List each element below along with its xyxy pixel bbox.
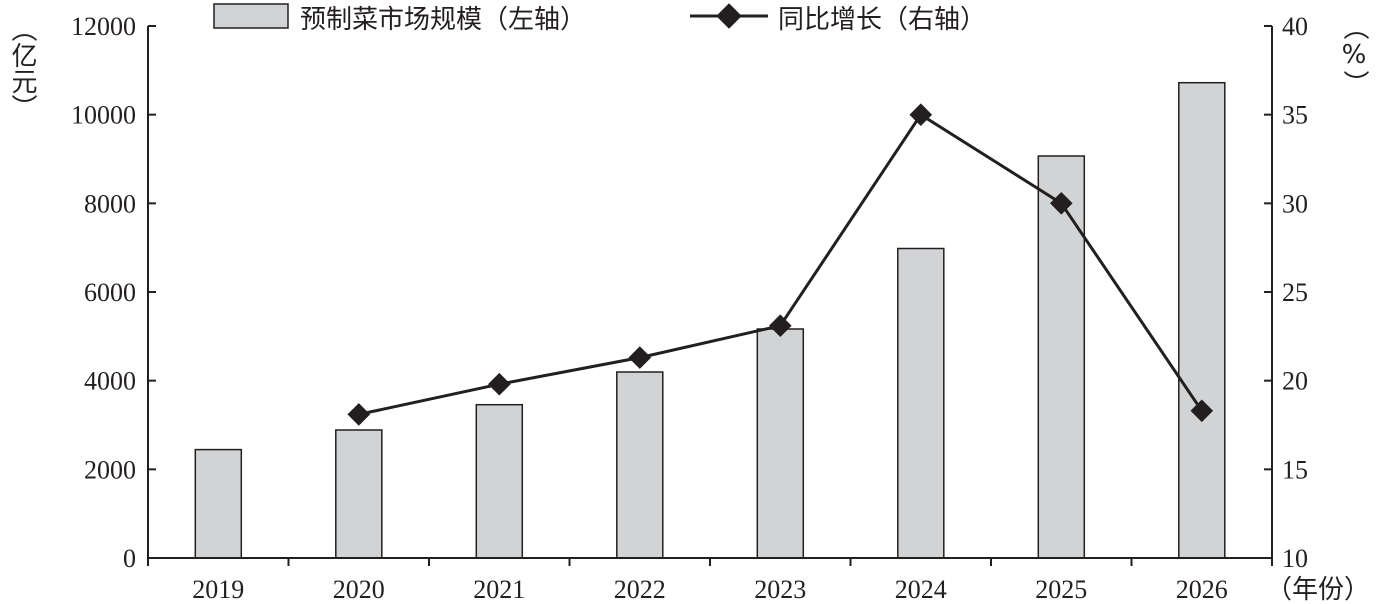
line-layer: [347, 103, 1214, 426]
axes-layer: [147, 26, 1273, 559]
labels-layer: （亿元） （%） （年份）: [7, 14, 1370, 604]
y-right-tick-label: 10: [1282, 544, 1308, 573]
y-right-tick-label: 40: [1282, 12, 1308, 41]
legend-line-marker: [716, 3, 742, 29]
x-tick-label: 2022: [614, 575, 666, 604]
x-tick-label: 2026: [1176, 575, 1228, 604]
bar: [475, 403, 524, 559]
legend-bar-label: 预制菜市场规模（左轴）: [300, 5, 586, 35]
y-left-tick-label: 8000: [84, 189, 136, 218]
y-right-tick-label: 25: [1282, 278, 1308, 307]
growth-point: [628, 346, 652, 369]
bars-layer: [194, 81, 1226, 559]
y-left-axis-label: （亿元）: [7, 16, 37, 120]
y-right-axis-label: （%）: [1339, 14, 1369, 96]
growth-point: [487, 372, 511, 396]
legend-line-label: 同比增长（右轴）: [778, 5, 986, 35]
y-left-tick-label: 12000: [71, 12, 136, 41]
growth-point: [909, 103, 933, 127]
legend-bar-swatch: [213, 3, 289, 29]
ticks-layer: 0200040006000800010000120001015202530354…: [71, 12, 1308, 604]
bar: [194, 448, 243, 559]
x-tick-label: 2023: [754, 575, 806, 604]
y-left-tick-label: 2000: [84, 455, 136, 484]
y-left-tick-label: 10000: [71, 101, 136, 130]
x-tick-label: 2021: [473, 575, 525, 604]
bar: [616, 371, 664, 559]
bar: [335, 429, 383, 559]
x-tick-label: 2025: [1035, 575, 1087, 604]
y-left-tick-label: 6000: [84, 278, 136, 307]
y-left-tick-label: 4000: [84, 367, 136, 396]
bar: [756, 328, 805, 559]
x-tick-label: 2024: [895, 575, 947, 604]
growth-point: [768, 314, 792, 338]
bar: [897, 247, 945, 559]
bar: [1178, 81, 1226, 559]
x-tick-label: 2019: [192, 575, 244, 604]
legend: 预制菜市场规模（左轴） 同比增长（右轴）: [213, 3, 986, 35]
x-unit-label: （年份）: [1266, 575, 1370, 604]
y-right-tick-label: 15: [1282, 455, 1308, 484]
growth-point: [347, 403, 371, 426]
growth-point: [1190, 399, 1214, 423]
y-right-tick-label: 20: [1282, 367, 1308, 396]
x-tick-label: 2020: [333, 575, 385, 604]
y-left-tick-label: 0: [123, 544, 136, 573]
y-right-tick-label: 30: [1282, 189, 1308, 218]
y-right-tick-label: 35: [1282, 101, 1308, 130]
bar: [1037, 155, 1086, 559]
